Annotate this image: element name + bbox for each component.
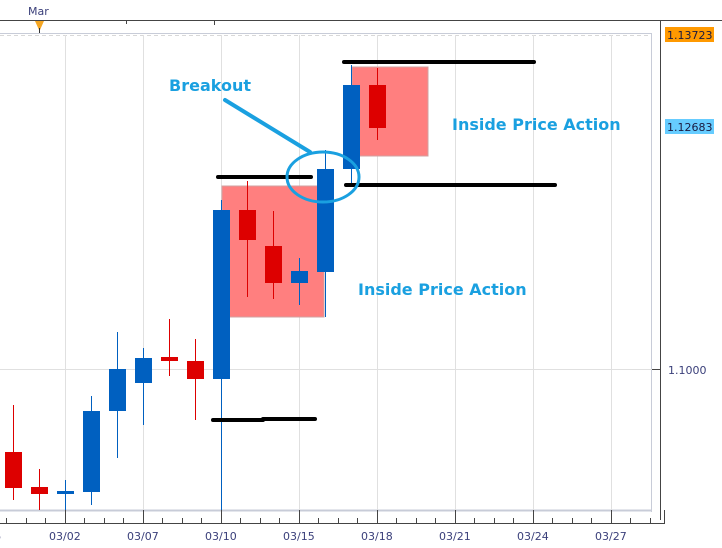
candle [83, 396, 100, 505]
candle [317, 150, 334, 317]
x-tick-label: 03/24 [517, 530, 549, 543]
breakout-circle [285, 150, 361, 204]
month-label: Mar [28, 5, 49, 18]
candle [161, 319, 178, 376]
candle [5, 405, 22, 500]
candle [343, 65, 360, 185]
inside-action-label-lower: Inside Price Action [358, 280, 527, 299]
candle [109, 332, 126, 458]
price-tag-current-text: 1.12683 [667, 121, 713, 134]
breakout-label: Breakout [169, 76, 251, 95]
y-tick-1.1000: 1.1000 [668, 364, 707, 377]
bottom-time-axis: 6 03/02 03/07 03/10 03/15 03/18 03/21 03… [0, 510, 665, 543]
breakout-annotation: Breakout [169, 76, 361, 204]
vertical-gridlines [65, 35, 612, 510]
x-tick-label: 03/27 [595, 530, 627, 543]
candles [5, 65, 386, 510]
price-tag-high [665, 27, 714, 42]
price-tag-high-text: 1.13723 [667, 29, 713, 42]
top-time-axis: Mar [0, 5, 722, 33]
x-tick-label: 03/15 [283, 530, 315, 543]
x-tick-label: 03/10 [205, 530, 237, 543]
candle [57, 480, 74, 510]
candle [213, 200, 230, 510]
candle [291, 258, 308, 305]
x-tick-label: 03/18 [361, 530, 393, 543]
candle [31, 469, 48, 510]
candle [265, 211, 282, 299]
x-tick-label: 03/07 [127, 530, 159, 543]
candle [369, 68, 386, 140]
inside-zone-2 [351, 66, 429, 157]
level-lines [211, 60, 557, 422]
breakout-arrow-line [223, 98, 312, 154]
x-tick-label: 03/21 [439, 530, 471, 543]
month-marker-icon [35, 21, 44, 31]
candle [135, 348, 152, 425]
x-tick-label: 6 [0, 530, 1, 543]
candle [239, 181, 256, 297]
x-tick-label: 03/02 [49, 530, 81, 543]
inside-action-label-upper: Inside Price Action [452, 115, 621, 134]
price-axis: 1.1000 1.13723 1.12683 [652, 20, 714, 520]
candle [187, 339, 204, 420]
price-tag-current [665, 119, 714, 134]
